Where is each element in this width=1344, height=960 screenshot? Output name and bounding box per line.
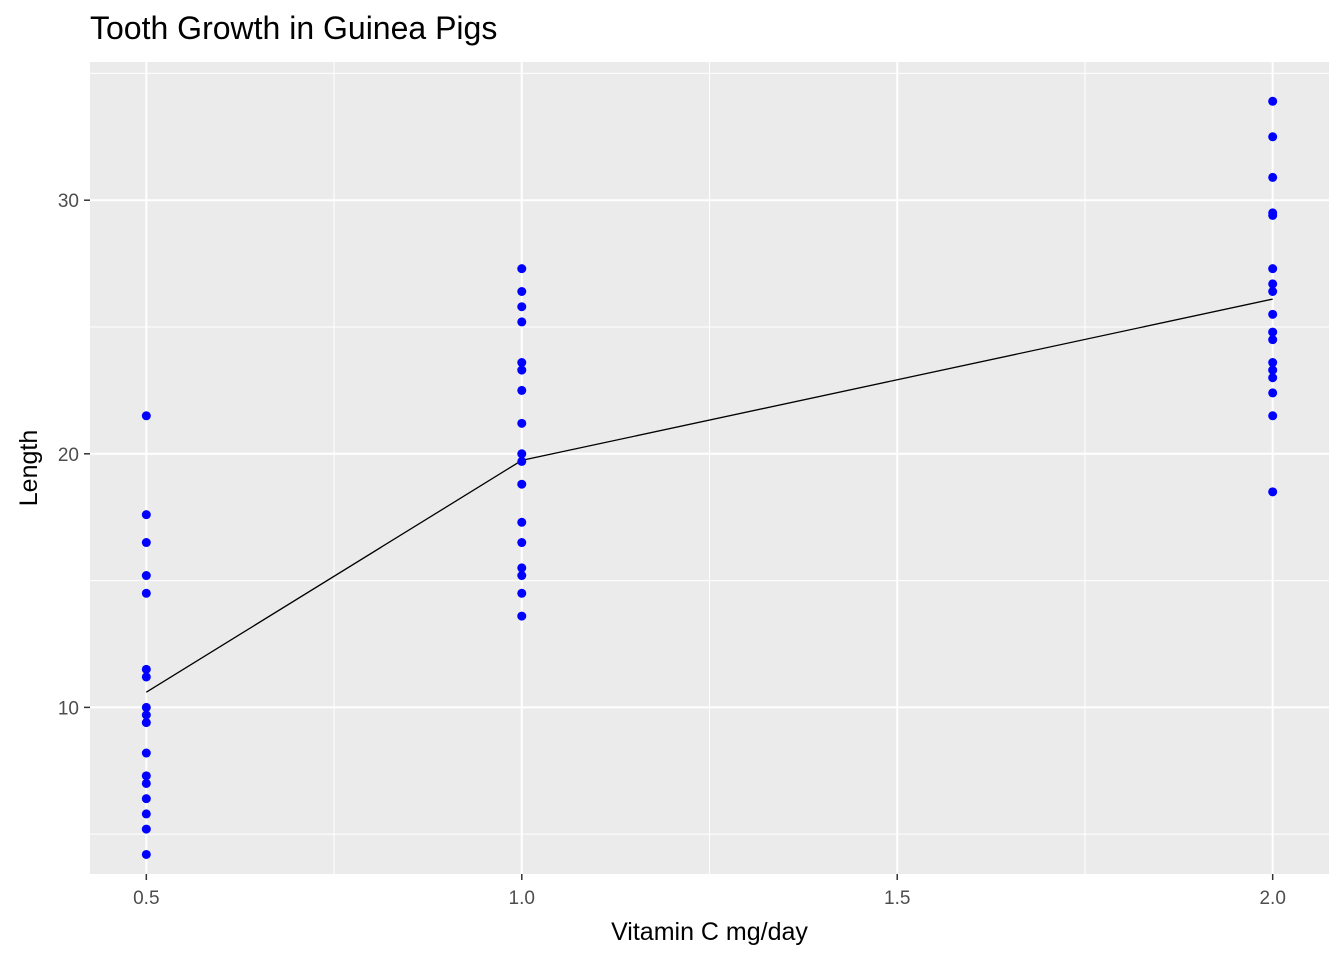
- data-point: [141, 571, 151, 581]
- y-axis-title: Length: [15, 430, 43, 506]
- y-tick-label: 30: [58, 191, 79, 212]
- data-point: [517, 317, 527, 327]
- data-point: [517, 571, 527, 581]
- data-point: [517, 385, 527, 395]
- data-point: [141, 849, 151, 859]
- y-tick-label: 20: [58, 445, 79, 466]
- x-tick-labels: 0.5 1.0 1.5 2.0: [133, 888, 1286, 909]
- y-tick-label: 10: [58, 698, 79, 719]
- data-point: [1268, 309, 1278, 319]
- points-layer: [141, 96, 1278, 859]
- data-point: [517, 588, 527, 598]
- x-tick-label: 1.0: [509, 888, 535, 909]
- data-point: [517, 449, 527, 459]
- data-point: [1268, 388, 1278, 398]
- data-point: [141, 664, 151, 674]
- data-point: [517, 538, 527, 548]
- data-point: [1268, 132, 1278, 142]
- major-gridlines: [90, 62, 1329, 874]
- data-point: [1268, 172, 1278, 182]
- data-point: [141, 710, 151, 720]
- data-point: [1268, 327, 1278, 337]
- data-point: [141, 702, 151, 712]
- data-point: [1268, 335, 1278, 345]
- data-point: [517, 287, 527, 297]
- data-point: [141, 778, 151, 788]
- data-point: [141, 510, 151, 520]
- data-point: [1268, 487, 1278, 497]
- data-point: [517, 365, 527, 375]
- data-point: [517, 418, 527, 428]
- data-point: [141, 748, 151, 758]
- x-tick-label: 2.0: [1259, 888, 1285, 909]
- data-point: [141, 718, 151, 728]
- data-point: [1268, 287, 1278, 297]
- data-point: [1268, 411, 1278, 421]
- x-axis-title: Vitamin C mg/day: [611, 918, 808, 946]
- data-point: [1268, 365, 1278, 375]
- y-tick-labels: 10 20 30: [58, 191, 79, 719]
- data-point: [1268, 358, 1278, 368]
- data-point: [141, 588, 151, 598]
- data-point: [141, 672, 151, 682]
- x-tick-label: 0.5: [133, 888, 159, 909]
- data-point: [141, 824, 151, 834]
- data-point: [1268, 96, 1278, 106]
- data-point: [517, 456, 527, 466]
- data-point: [1268, 208, 1278, 218]
- chart-title: Tooth Growth in Guinea Pigs: [90, 10, 498, 46]
- data-point: [517, 611, 527, 621]
- data-point: [517, 517, 527, 527]
- data-point: [1268, 373, 1278, 383]
- data-point: [141, 794, 151, 804]
- data-point: [141, 809, 151, 819]
- axis-ticks: [84, 199, 1274, 880]
- x-tick-label: 1.5: [884, 888, 910, 909]
- data-point: [517, 479, 527, 489]
- data-point: [141, 538, 151, 548]
- data-point: [141, 771, 151, 781]
- data-point: [517, 563, 527, 573]
- data-point: [517, 358, 527, 368]
- data-point: [1268, 264, 1278, 274]
- data-point: [141, 411, 151, 421]
- data-point: [1268, 279, 1278, 289]
- data-point: [517, 264, 527, 274]
- minor-gridlines: [90, 62, 1329, 874]
- data-point: [517, 302, 527, 312]
